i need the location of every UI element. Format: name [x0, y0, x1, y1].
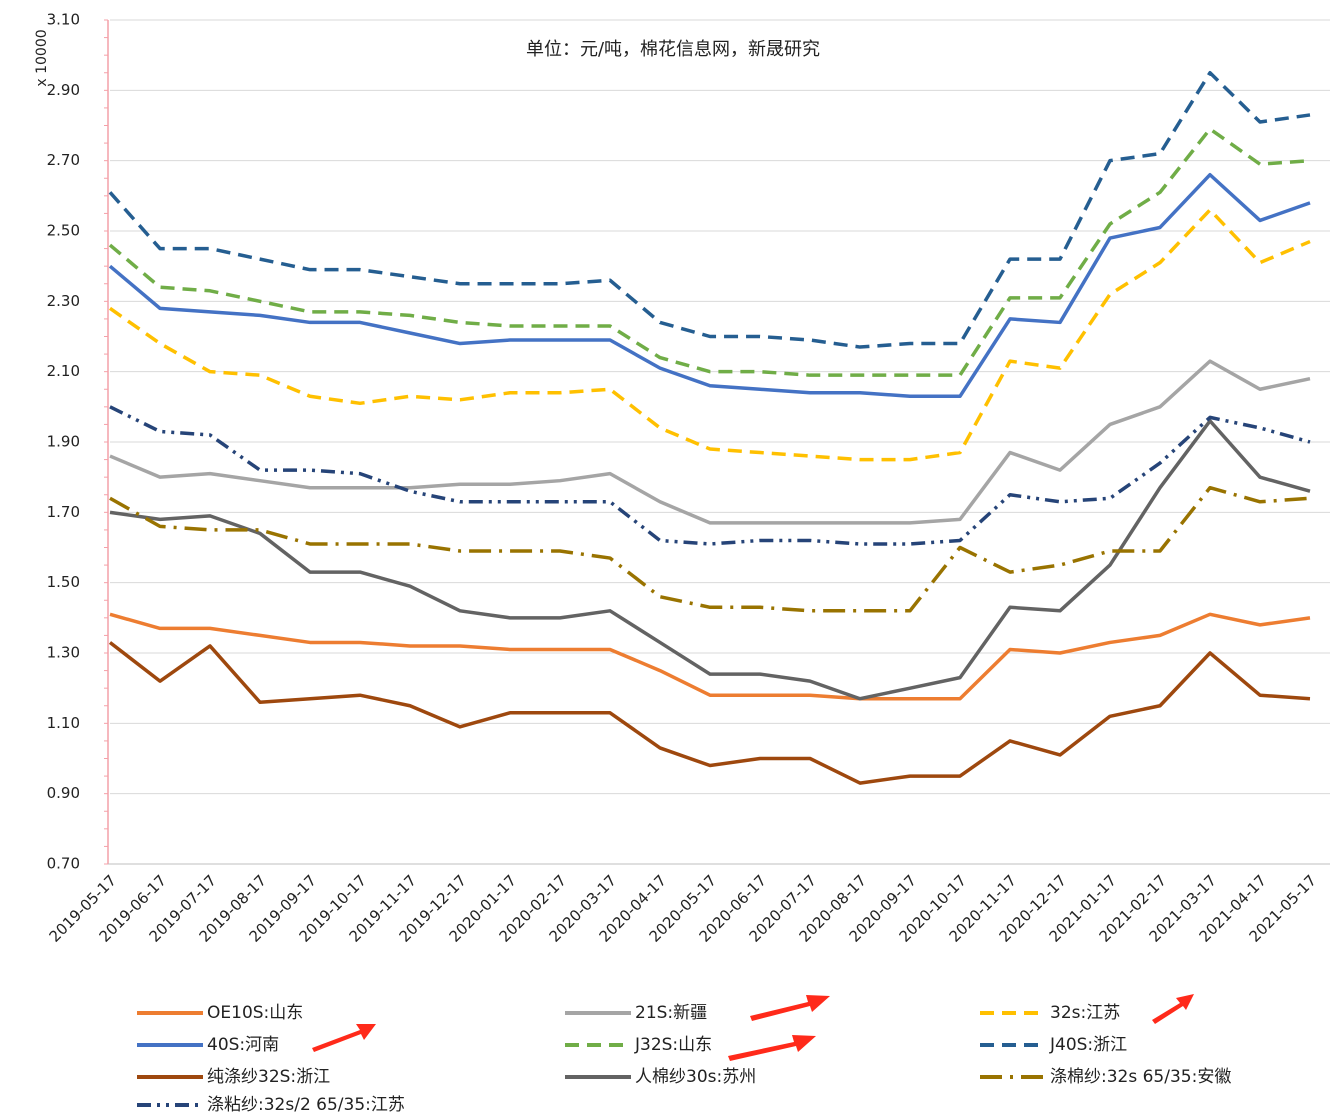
arrow [312, 1024, 376, 1052]
y-tick-label: 2.10 [47, 362, 80, 380]
legend-label: J32S:山东 [634, 1035, 712, 1055]
arrow [1152, 994, 1194, 1024]
series-line [108, 127, 1311, 377]
chart-subtitle: 单位：元/吨，棉花信息网，新晟研究 [526, 39, 820, 60]
legend-label: 21S:新疆 [635, 1003, 707, 1023]
y-tick-label: 2.90 [47, 81, 80, 99]
series-line [108, 172, 1311, 399]
arrow [728, 1035, 816, 1061]
arrow [750, 995, 830, 1021]
y-axis-label: x 10000 [34, 29, 50, 86]
legend-label: 40S:河南 [207, 1035, 279, 1055]
y-tick-label: 1.90 [47, 433, 80, 451]
annotation-arrows [312, 994, 1194, 1061]
y-tick-label: 1.70 [47, 503, 80, 521]
y-tick-label: 1.50 [47, 573, 80, 591]
y-tick-label: 0.90 [47, 784, 80, 802]
series-line [108, 71, 1311, 349]
y-tick-label: 1.30 [47, 644, 80, 662]
legend-label: 涤粘纱:32s/2 65/35:江苏 [207, 1095, 405, 1115]
legend-label: 纯涤纱32S:浙江 [207, 1067, 330, 1087]
y-tick-label: 1.10 [47, 714, 80, 732]
y-tick-label: 2.30 [47, 292, 80, 310]
legend-label: J40S:浙江 [1049, 1035, 1127, 1055]
y-tick-label: 0.70 [47, 855, 80, 873]
y-tick-label: 2.70 [47, 151, 80, 169]
legend-label: 涤棉纱:32s 65/35:安徽 [1050, 1067, 1231, 1087]
series-line [109, 485, 1311, 613]
legend-label: OE10S:山东 [207, 1003, 303, 1023]
y-tick-label: 2.50 [47, 222, 80, 240]
series-line [108, 641, 1311, 785]
y-tick-label: 3.10 [47, 11, 80, 29]
series-line [109, 419, 1311, 701]
legend-label: 32s:江苏 [1050, 1003, 1120, 1023]
series-line [109, 612, 1311, 701]
series-line [108, 208, 1311, 462]
legend-label: 人棉纱30s:苏州 [635, 1067, 756, 1087]
series-line [109, 359, 1311, 525]
